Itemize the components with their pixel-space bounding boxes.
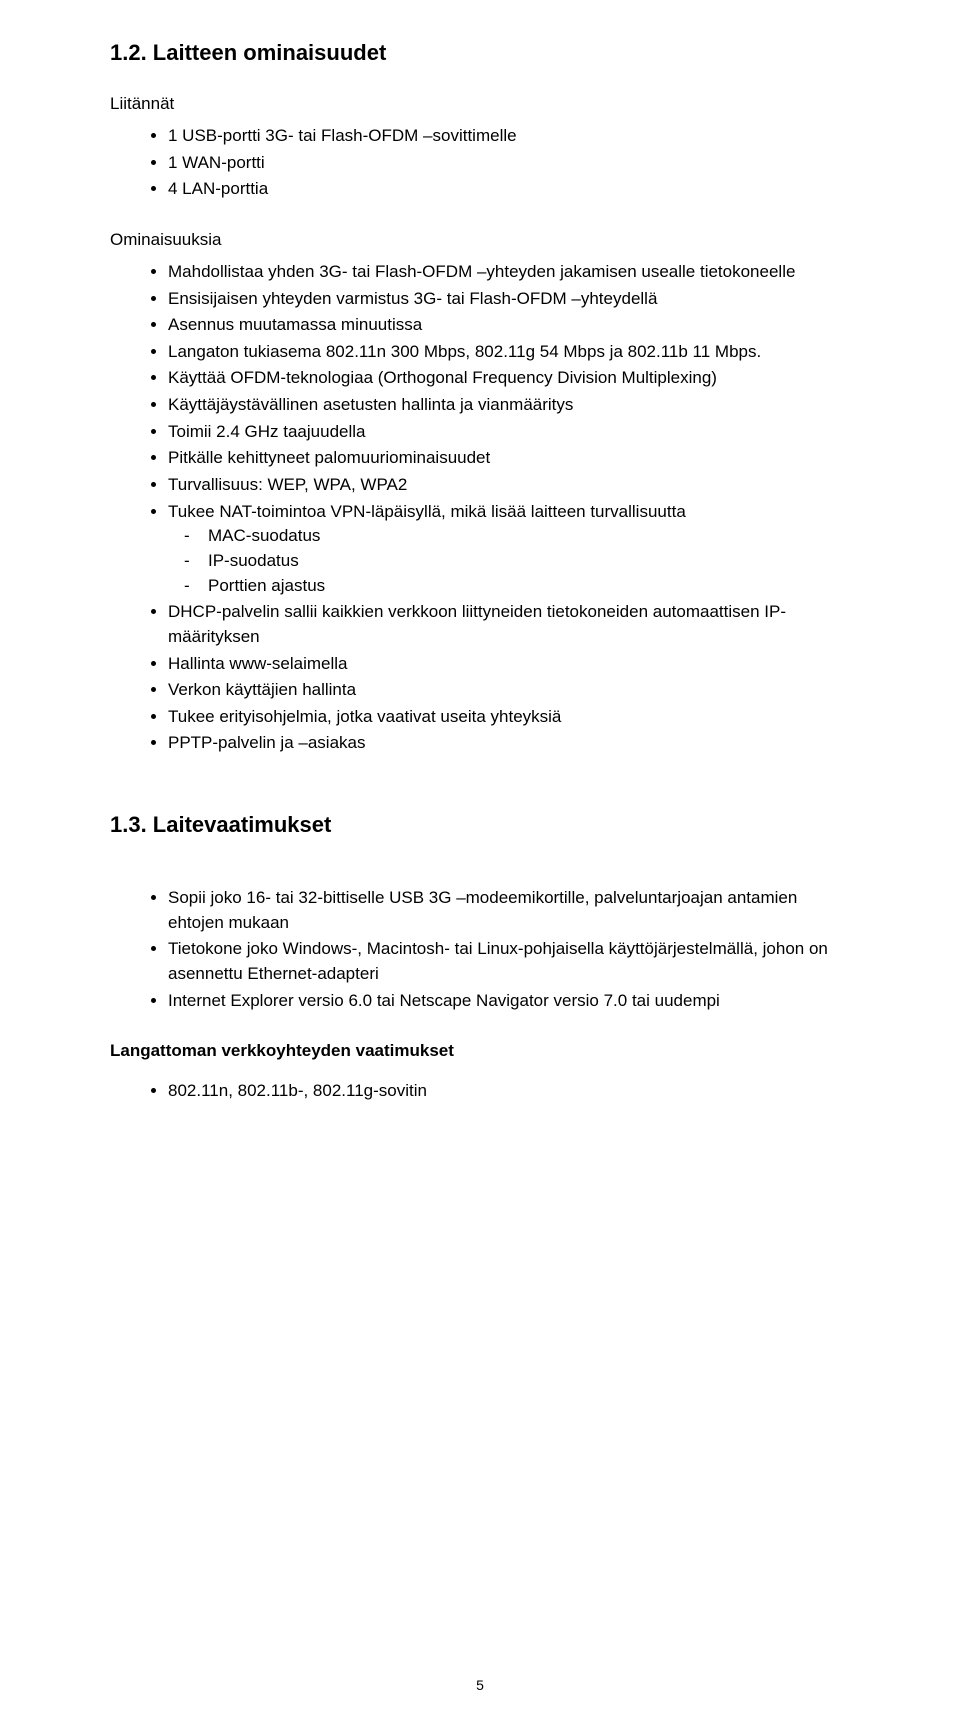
list-langaton-vaatimukset: 802.11n, 802.11b-, 802.11g-sovitin [110, 1079, 850, 1104]
list-item: 1 WAN-portti [168, 151, 850, 176]
list-item: 802.11n, 802.11b-, 802.11g-sovitin [168, 1079, 850, 1104]
list-item: Toimii 2.4 GHz taajuudella [168, 420, 850, 445]
sublist-item: IP-suodatus [208, 549, 850, 574]
list-item: Sopii joko 16- tai 32-bittiselle USB 3G … [168, 886, 850, 935]
section-1-2-heading: 1.2. Laitteen ominaisuudet [110, 40, 850, 66]
subhead-liitannat: Liitännät [110, 94, 850, 114]
list-item: Internet Explorer versio 6.0 tai Netscap… [168, 989, 850, 1014]
page-container: 1.2. Laitteen ominaisuudet Liitännät 1 U… [0, 0, 960, 1733]
nat-sublist: MAC-suodatus IP-suodatus Porttien ajastu… [168, 524, 850, 598]
list-item: Turvallisuus: WEP, WPA, WPA2 [168, 473, 850, 498]
subhead-ominaisuuksia: Ominaisuuksia [110, 230, 850, 250]
list-ominaisuuksia: Mahdollistaa yhden 3G- tai Flash-OFDM –y… [110, 260, 850, 756]
list-item: Verkon käyttäjien hallinta [168, 678, 850, 703]
list-liitannat: 1 USB-portti 3G- tai Flash-OFDM –sovitti… [110, 124, 850, 202]
list-item: Mahdollistaa yhden 3G- tai Flash-OFDM –y… [168, 260, 850, 285]
subhead-langaton-vaatimukset: Langattoman verkkoyhteyden vaatimukset [110, 1041, 850, 1061]
list-item: Pitkälle kehittyneet palomuuriominaisuud… [168, 446, 850, 471]
list-item: Asennus muutamassa minuutissa [168, 313, 850, 338]
list-item: Tukee erityisohjelmia, jotka vaativat us… [168, 705, 850, 730]
list-item: Langaton tukiasema 802.11n 300 Mbps, 802… [168, 340, 850, 365]
list-item: DHCP-palvelin sallii kaikkien verkkoon l… [168, 600, 850, 649]
list-item: Hallinta www-selaimella [168, 652, 850, 677]
list-item: Käyttää OFDM-teknologiaa (Orthogonal Fre… [168, 366, 850, 391]
list-item: 1 USB-portti 3G- tai Flash-OFDM –sovitti… [168, 124, 850, 149]
page-number: 5 [0, 1677, 960, 1693]
list-item-text: Tukee NAT-toimintoa VPN-läpäisyllä, mikä… [168, 502, 686, 521]
sublist-item: Porttien ajastus [208, 574, 850, 599]
list-item: Käyttäjäystävällinen asetusten hallinta … [168, 393, 850, 418]
list-item: Ensisijaisen yhteyden varmistus 3G- tai … [168, 287, 850, 312]
list-laitevaatimukset: Sopii joko 16- tai 32-bittiselle USB 3G … [110, 886, 850, 1013]
list-item: 4 LAN-porttia [168, 177, 850, 202]
section-1-3-heading: 1.3. Laitevaatimukset [110, 812, 850, 838]
list-item: Tukee NAT-toimintoa VPN-läpäisyllä, mikä… [168, 500, 850, 599]
sublist-item: MAC-suodatus [208, 524, 850, 549]
list-item: Tietokone joko Windows-, Macintosh- tai … [168, 937, 850, 986]
list-item: PPTP-palvelin ja –asiakas [168, 731, 850, 756]
